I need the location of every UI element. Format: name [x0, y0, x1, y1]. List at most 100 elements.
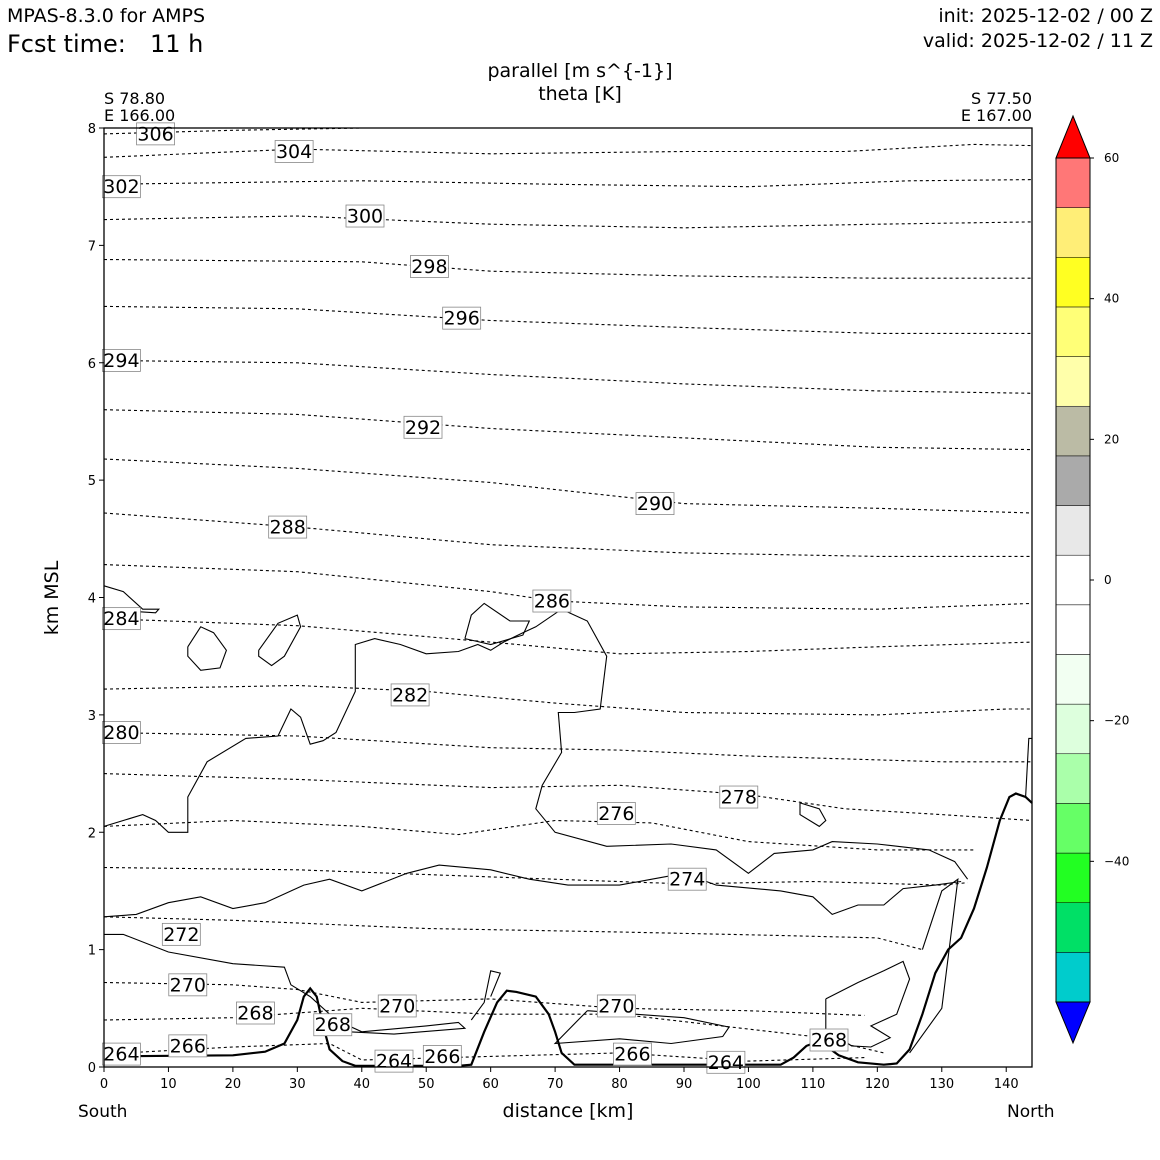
- wind-contour-2: [258, 614, 302, 667]
- colorbar-max-triangle: [1055, 114, 1091, 159]
- theta-label-268: 268: [809, 1028, 849, 1052]
- theta-label-text: 284: [103, 608, 139, 630]
- theta-label-266: 266: [422, 1045, 462, 1068]
- theta-contour-19: [103, 1007, 884, 1054]
- theta-label-box: [168, 973, 208, 997]
- theta-contour-8: [103, 458, 1033, 514]
- valid-time: valid: 2025-12-02 / 11 Z: [922, 30, 1153, 52]
- colorbar-tick-label: −40: [1104, 854, 1129, 868]
- theta-label-274: 274: [667, 867, 707, 891]
- x-tick-label: 0: [100, 1077, 108, 1092]
- theta-label-text: 282: [392, 684, 428, 706]
- theta-label-298: 298: [410, 255, 449, 278]
- colorbar-min-triangle: [1055, 1001, 1091, 1045]
- theta-label-268: 268: [236, 1001, 275, 1025]
- colorbar-segment: [1055, 455, 1091, 506]
- theta-label-288: 288: [268, 515, 308, 539]
- y-tick-label: 4: [88, 592, 96, 607]
- theta-contour-15: [103, 819, 974, 851]
- y-tick-label: 7: [88, 239, 96, 254]
- theta-contour-20: [103, 1042, 865, 1062]
- x-axis-label: distance [km]: [502, 1100, 634, 1122]
- y-tick-label: 8: [88, 122, 96, 137]
- theta-contour-6: [103, 359, 1033, 394]
- colorbar-segment: [1055, 703, 1091, 755]
- theta-label-box: [274, 140, 314, 163]
- wind-contour-11: [909, 878, 959, 1054]
- x-tick-label: 30: [289, 1077, 306, 1092]
- theta-label-text: 298: [411, 256, 447, 278]
- theta-contour-7: [103, 409, 1033, 451]
- theta-label-box: [596, 994, 636, 1018]
- theta-label-text: 264: [708, 1052, 744, 1074]
- theta-label-box: [410, 255, 449, 278]
- x-tick-label: 100: [736, 1077, 761, 1092]
- theta-contour-17: [103, 916, 923, 951]
- colorbar-segment: [1055, 852, 1091, 903]
- theta-label-text: 268: [315, 1014, 351, 1036]
- colorbar-segment: [1055, 405, 1091, 457]
- theta-label-text: 286: [534, 591, 570, 613]
- theta-label-text: 280: [103, 722, 139, 744]
- theta-label-text: 268: [237, 1003, 273, 1025]
- theta-label-text: 292: [405, 417, 441, 439]
- theta-label-304: 304: [274, 140, 314, 163]
- wind-contour-3: [103, 608, 969, 880]
- parallel-wind-contours: [103, 585, 1032, 1054]
- theta-contour-labels: 306 304 302 300 298 296 294 292 290 288 286 284 282 2…: [102, 122, 849, 1074]
- theta-label-text: 264: [103, 1044, 139, 1066]
- theta-label-270: 270: [168, 973, 208, 997]
- theta-contour-14: [103, 773, 1033, 822]
- theta-label-text: 276: [598, 803, 634, 825]
- theta-label-text: 274: [669, 869, 705, 891]
- theta-label-box: [236, 1001, 275, 1025]
- theta-label-272: 272: [161, 922, 201, 946]
- x-tick-label: 20: [225, 1077, 242, 1092]
- theta-label-282: 282: [390, 683, 430, 706]
- theta-contour-0: [103, 127, 420, 135]
- theta-label-264: 264: [102, 1042, 141, 1066]
- theta-label-text: 302: [103, 176, 139, 198]
- theta-contour-3: [103, 215, 1033, 229]
- model-title: MPAS-8.3.0 for AMPS: [7, 5, 206, 27]
- colorbar-segment: [1055, 505, 1091, 556]
- theta-label-text: 270: [170, 974, 206, 996]
- direction-south: South: [78, 1102, 128, 1122]
- theta-contour-18: [103, 981, 865, 1016]
- theta-label-text: 304: [276, 141, 312, 163]
- wind-contour-8: [464, 602, 531, 646]
- theta-label-276: 276: [596, 802, 636, 825]
- theta-label-text: 294: [103, 350, 139, 372]
- theta-label-264: 264: [374, 1049, 414, 1073]
- colorbar-tick-label: 20: [1104, 432, 1119, 446]
- right-endpoint-lat: S 77.50: [970, 89, 1032, 108]
- colorbar-segment: [1055, 257, 1091, 308]
- theta-label-text: 296: [444, 308, 480, 330]
- theta-label-266: 266: [613, 1042, 652, 1066]
- y-tick-label: 1: [88, 944, 96, 959]
- colorbar-tick-label: 60: [1104, 151, 1119, 165]
- forecast-time-label: Fcst time:: [7, 30, 126, 58]
- theta-label-290: 290: [635, 492, 675, 515]
- x-tick-label: 110: [800, 1077, 825, 1092]
- x-tick-label: 90: [676, 1077, 693, 1092]
- theta-label-text: 264: [376, 1051, 412, 1073]
- terrain-line: [103, 792, 1033, 1067]
- y-tick-label: 2: [88, 826, 96, 841]
- theta-label-284: 284: [102, 607, 141, 631]
- theta-label-box: [268, 515, 308, 539]
- theta-label-text: 268: [811, 1030, 847, 1052]
- theta-contour-5: [103, 305, 1032, 334]
- theta-label-box: [102, 607, 141, 631]
- theta-label-text: 270: [598, 995, 634, 1017]
- theta-contour-4: [103, 258, 1032, 279]
- theta-label-box: [102, 1042, 141, 1066]
- colorbar-segment: [1055, 157, 1091, 208]
- theta-contour-2: [103, 179, 1033, 188]
- colorbar-segment: [1055, 356, 1091, 407]
- colorbar-segment: [1055, 753, 1091, 804]
- colorbar-segment: [1055, 803, 1091, 854]
- colorbar-segment: [1055, 207, 1091, 258]
- theta-label-text: 306: [137, 123, 173, 145]
- y-tick-label: 0: [88, 1061, 96, 1076]
